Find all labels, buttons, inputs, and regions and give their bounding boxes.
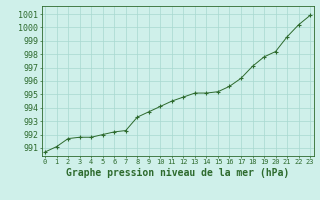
X-axis label: Graphe pression niveau de la mer (hPa): Graphe pression niveau de la mer (hPa) xyxy=(66,168,289,178)
